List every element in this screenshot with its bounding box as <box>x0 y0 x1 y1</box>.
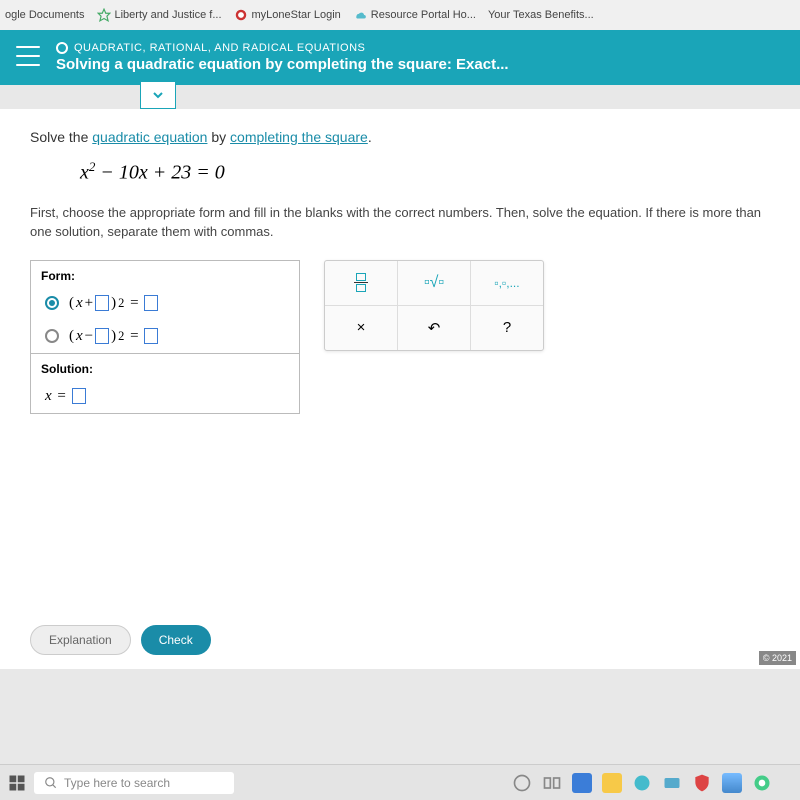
form-option-1[interactable]: (x + )2 = <box>31 287 299 320</box>
tab-texas-benefits[interactable]: Your Texas Benefits... <box>488 9 594 21</box>
blank-input[interactable] <box>144 295 158 311</box>
cloud-icon <box>353 8 367 22</box>
taskbar-search[interactable]: Type here to search <box>34 772 234 794</box>
blank-input[interactable] <box>95 328 109 344</box>
tab-resource[interactable]: Resource Portal Ho... <box>353 8 476 22</box>
tool-clear[interactable]: × <box>325 306 398 350</box>
answer-form-box: Form: (x + )2 = (x − )2 = Solution: <box>30 260 300 414</box>
tool-fraction[interactable] <box>325 261 398 305</box>
tool-undo[interactable]: ↶ <box>398 306 471 350</box>
fraction-icon <box>354 273 368 292</box>
tab-label: ogle Documents <box>5 9 85 21</box>
windows-start-icon[interactable] <box>8 774 26 792</box>
tab-label: Your Texas Benefits... <box>488 9 594 21</box>
tab-label: myLoneStar Login <box>252 9 341 21</box>
app-icon-blue[interactable] <box>572 773 592 793</box>
tab-label: Liberty and Justice f... <box>115 9 222 21</box>
list-icon: ▫,▫,... <box>494 276 519 290</box>
menu-icon[interactable] <box>16 46 40 66</box>
tool-list[interactable]: ▫,▫,... <box>471 261 543 305</box>
sqrt-icon: ▫√▫ <box>424 274 444 292</box>
star-icon <box>97 8 111 22</box>
app-icon-yellow[interactable] <box>602 773 622 793</box>
radio-selected-icon[interactable] <box>45 296 59 310</box>
cortana-icon[interactable] <box>512 773 532 793</box>
blank-input[interactable] <box>95 295 109 311</box>
solution-label: Solution: <box>31 354 299 380</box>
windows-taskbar: Type here to search <box>0 764 800 800</box>
mail-icon[interactable] <box>662 773 682 793</box>
equation-display: x2 − 10x + 23 = 0 <box>80 159 770 185</box>
blank-input[interactable] <box>72 388 86 404</box>
browser-tab-bar: ogle Documents Liberty and Justice f... … <box>0 0 800 30</box>
copyright-text: © 2021 <box>759 651 796 665</box>
collapse-button[interactable] <box>140 81 176 109</box>
undo-icon: ↶ <box>428 319 441 337</box>
lesson-category: QUADRATIC, RATIONAL, AND RADICAL EQUATIO… <box>56 42 784 54</box>
edge-icon[interactable] <box>632 773 652 793</box>
lesson-header: QUADRATIC, RATIONAL, AND RADICAL EQUATIO… <box>0 30 800 85</box>
check-button[interactable]: Check <box>141 625 211 655</box>
shield-icon[interactable] <box>692 773 712 793</box>
form-label: Form: <box>31 261 299 287</box>
radio-icon[interactable] <box>45 329 59 343</box>
problem-content: Solve the quadratic equation by completi… <box>0 109 800 669</box>
x-icon: × <box>357 319 366 336</box>
sub-instruction: First, choose the appropriate form and f… <box>30 203 770 242</box>
explanation-button[interactable]: Explanation <box>30 625 131 655</box>
instruction-text: Solve the quadratic equation by completi… <box>30 129 770 145</box>
link-quadratic-equation[interactable]: quadratic equation <box>92 129 207 145</box>
app-icon-gradient[interactable] <box>722 773 742 793</box>
tab-lonestar[interactable]: myLoneStar Login <box>234 8 341 22</box>
search-placeholder: Type here to search <box>64 776 170 790</box>
search-icon <box>44 776 58 790</box>
math-expr-plus: (x + )2 = <box>69 295 158 312</box>
task-view-icon[interactable] <box>542 773 562 793</box>
form-option-2[interactable]: (x − )2 = <box>31 320 299 353</box>
blank-input[interactable] <box>144 328 158 344</box>
link-completing-square[interactable]: completing the square <box>230 129 368 145</box>
tab-google-docs[interactable]: ogle Documents <box>5 9 85 21</box>
tab-label: Resource Portal Ho... <box>371 9 476 21</box>
solution-expr: x = <box>45 388 86 405</box>
tab-liberty[interactable]: Liberty and Justice f... <box>97 8 222 22</box>
chrome-icon[interactable] <box>752 773 772 793</box>
math-expr-minus: (x − )2 = <box>69 328 158 345</box>
help-icon: ? <box>503 319 511 336</box>
lesson-title: Solving a quadratic equation by completi… <box>56 56 784 73</box>
globe-icon <box>234 8 248 22</box>
math-tool-panel: ▫√▫ ▫,▫,... × ↶ ? <box>324 260 544 351</box>
chevron-down-icon <box>150 87 166 103</box>
tool-help[interactable]: ? <box>471 306 543 350</box>
tool-sqrt[interactable]: ▫√▫ <box>398 261 471 305</box>
